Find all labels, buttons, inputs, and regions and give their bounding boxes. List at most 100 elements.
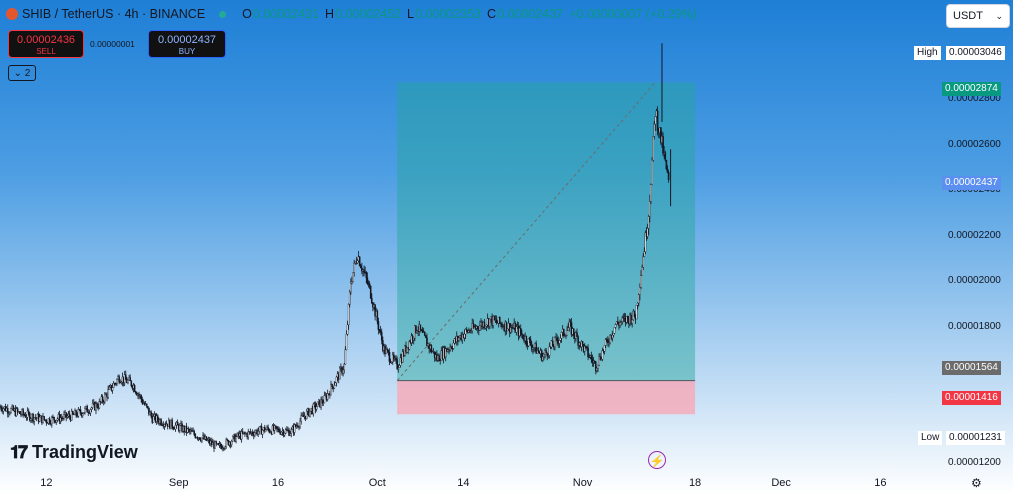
candle-body — [65, 412, 67, 418]
candle-body — [38, 416, 41, 422]
x-tick-label: 12 — [40, 477, 53, 489]
buy-label: BUY — [178, 47, 196, 56]
candle-body — [644, 232, 647, 252]
x-tick-label: 18 — [688, 477, 702, 489]
candle-body — [68, 413, 71, 417]
candle-body — [559, 338, 562, 341]
candle-body — [412, 337, 415, 341]
candle-body — [133, 385, 136, 392]
candle-body — [75, 410, 77, 416]
y-tick-label: 0.00002800 — [948, 93, 1001, 105]
candle-body — [140, 395, 143, 400]
buy-button[interactable]: 0.00002437 BUY — [148, 30, 226, 58]
candle-body — [646, 228, 649, 237]
candle-body — [28, 413, 31, 421]
x-tick-label: Sep — [168, 477, 189, 489]
candle-body — [554, 337, 556, 347]
candle-body — [101, 396, 104, 402]
candle-body — [452, 342, 455, 349]
candle-body — [333, 385, 336, 389]
gear-icon[interactable]: ⚙ — [971, 476, 982, 490]
candle-body — [353, 263, 355, 273]
candle-body — [230, 440, 233, 445]
candle-body — [626, 316, 629, 319]
candle-body — [366, 277, 369, 284]
high-tag: High — [914, 46, 941, 60]
candle-body — [642, 256, 645, 268]
candle-body — [261, 429, 264, 435]
close-label: C — [487, 7, 497, 21]
lightning-icon[interactable]: ⚡ — [648, 451, 666, 469]
candle-body — [576, 332, 578, 337]
candle-body — [171, 419, 173, 428]
candle-body — [519, 328, 522, 334]
candle-body — [141, 399, 144, 404]
candle-body — [551, 340, 554, 347]
candle-body — [617, 321, 619, 324]
candle-body — [631, 319, 633, 324]
candle-body — [525, 336, 528, 344]
candle-body — [568, 321, 571, 328]
candle-body — [566, 330, 568, 336]
candle-body — [33, 417, 36, 422]
sell-label: SELL — [36, 47, 56, 56]
candle-body — [387, 350, 390, 353]
tradingview-logo[interactable]: 𝟏𝟕 TradingView — [10, 442, 138, 463]
brand-name: TradingView — [32, 442, 138, 462]
candle-body — [23, 414, 26, 416]
candle-body — [662, 136, 664, 154]
candle-body — [150, 411, 152, 417]
candle-body — [156, 415, 159, 421]
currency-select[interactable]: USDT ⌄ — [946, 4, 1010, 28]
candle-body — [590, 355, 593, 360]
candle-body — [359, 265, 362, 269]
candle-body — [515, 326, 518, 333]
sell-button[interactable]: 0.00002436 SELL — [8, 30, 84, 58]
candle-body — [55, 420, 58, 423]
candle-body — [138, 393, 140, 396]
candle-body — [254, 432, 256, 436]
candle-body — [426, 337, 428, 347]
indicators-toggle[interactable]: ⌄ 2 — [8, 65, 36, 81]
candle-body — [288, 429, 290, 436]
candle-body — [419, 324, 422, 331]
candle-body — [267, 426, 269, 430]
candle-body — [330, 384, 332, 396]
candle-body — [546, 352, 549, 357]
candle-body — [430, 345, 433, 353]
candle-body — [556, 337, 558, 342]
candle-body — [581, 341, 584, 345]
candle-body — [63, 414, 65, 419]
candle-body — [339, 367, 341, 380]
candle-body — [500, 322, 502, 325]
candle-body — [577, 336, 579, 346]
candle-body — [305, 411, 308, 419]
candle-body — [465, 329, 468, 331]
candle-body — [280, 431, 283, 435]
candle-body — [9, 412, 11, 414]
candle-body — [22, 409, 24, 415]
candle-body — [506, 328, 509, 332]
symbol-header: SHIB / TetherUS · 4h · BINANCE O 0.000024… — [6, 4, 697, 24]
candle-body — [201, 437, 203, 442]
candle-body — [118, 376, 120, 383]
candle-body — [562, 328, 565, 336]
candle-body — [380, 332, 383, 341]
candle-body — [51, 416, 53, 425]
candle-body — [433, 351, 436, 358]
candle-body — [594, 361, 597, 371]
candle-body — [667, 172, 670, 181]
candle-body — [464, 329, 467, 335]
buy-price: 0.00002437 — [157, 34, 217, 46]
stop-price-tag: 0.00001416 — [942, 391, 1001, 405]
chevron-down-icon: ⌄ — [995, 11, 1003, 21]
candle-body — [492, 315, 494, 326]
candle-body — [72, 411, 74, 415]
symbol-name[interactable]: SHIB / TetherUS · 4h · BINANCE — [22, 7, 206, 21]
candle-body — [598, 356, 600, 366]
candle-body — [558, 340, 561, 344]
candle-body — [545, 350, 547, 354]
candle-body — [614, 324, 617, 328]
tradingview-icon: 𝟏𝟕 — [10, 442, 28, 462]
